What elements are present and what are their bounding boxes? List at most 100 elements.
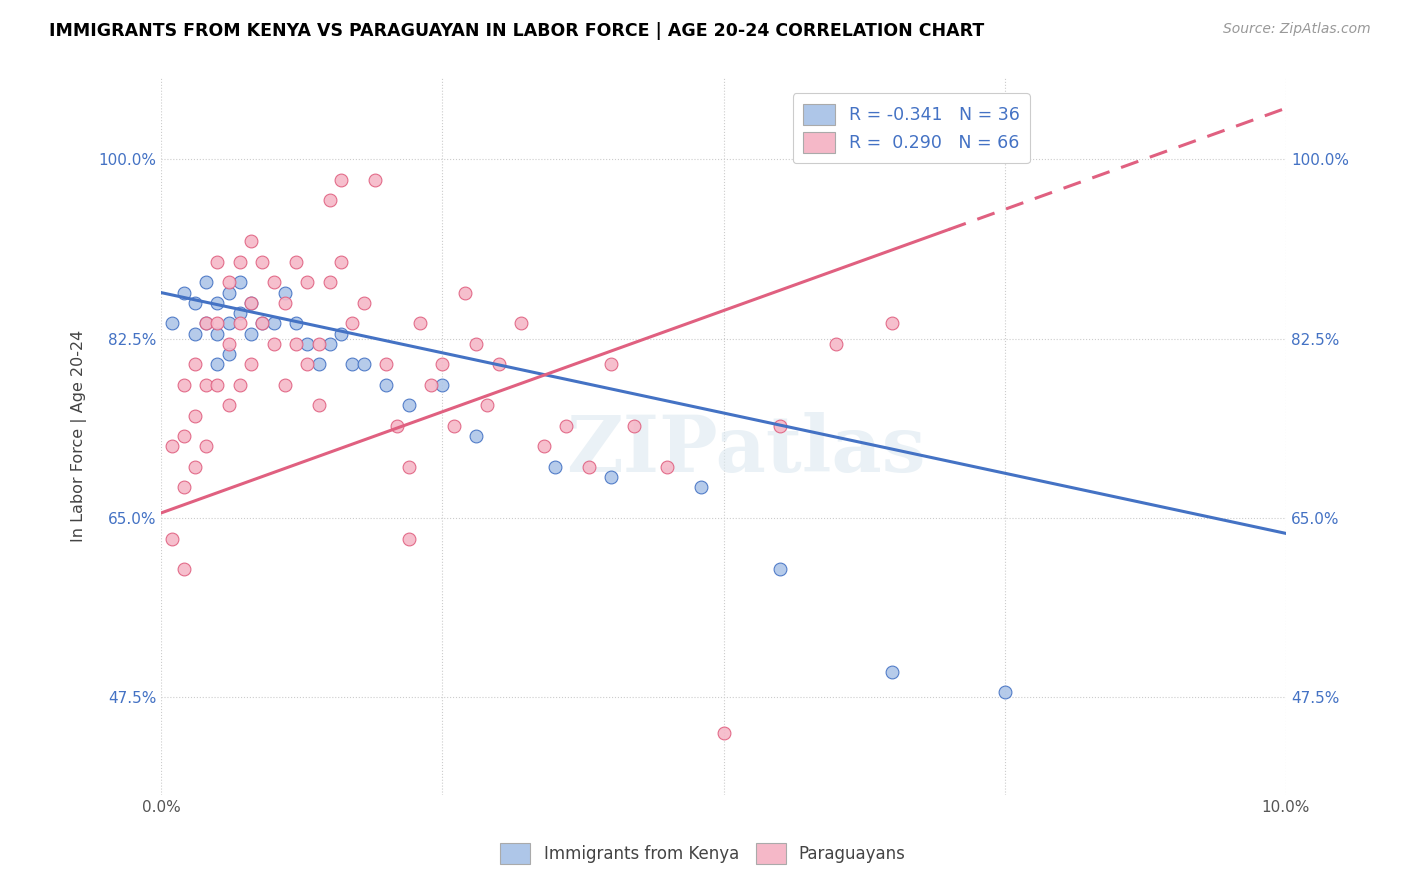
Point xyxy=(207,296,229,310)
Y-axis label: In Labor Force | Age 20-24: In Labor Force | Age 20-24 xyxy=(72,330,87,542)
Point xyxy=(375,357,398,371)
Point xyxy=(578,459,600,474)
Point xyxy=(207,317,229,331)
Point xyxy=(409,317,432,331)
Point xyxy=(488,357,510,371)
Point xyxy=(994,685,1017,699)
Point xyxy=(229,306,252,320)
Point xyxy=(510,317,533,331)
Point xyxy=(218,347,240,361)
Point xyxy=(364,173,387,187)
Point xyxy=(207,326,229,341)
Point xyxy=(218,276,240,290)
Point xyxy=(229,317,252,331)
Legend: R = -0.341   N = 36, R =  0.290   N = 66: R = -0.341 N = 36, R = 0.290 N = 66 xyxy=(793,94,1029,163)
Point xyxy=(330,173,353,187)
Point xyxy=(454,285,477,300)
Point xyxy=(274,377,297,392)
Point xyxy=(308,357,330,371)
Point xyxy=(319,276,342,290)
Point xyxy=(690,480,713,494)
Point xyxy=(398,459,420,474)
Point xyxy=(218,317,240,331)
Point xyxy=(240,357,263,371)
Legend: Immigrants from Kenya, Paraguayans: Immigrants from Kenya, Paraguayans xyxy=(494,837,912,871)
Point xyxy=(297,276,319,290)
Text: IMMIGRANTS FROM KENYA VS PARAGUAYAN IN LABOR FORCE | AGE 20-24 CORRELATION CHART: IMMIGRANTS FROM KENYA VS PARAGUAYAN IN L… xyxy=(49,22,984,40)
Point xyxy=(600,470,623,484)
Point xyxy=(173,562,195,576)
Point xyxy=(285,336,308,351)
Point xyxy=(308,336,330,351)
Point xyxy=(184,409,207,423)
Point xyxy=(353,296,375,310)
Point xyxy=(465,429,488,443)
Point xyxy=(477,398,499,412)
Point xyxy=(769,562,792,576)
Point xyxy=(432,357,454,371)
Point xyxy=(195,317,218,331)
Point xyxy=(319,194,342,208)
Point xyxy=(218,336,240,351)
Point xyxy=(375,377,398,392)
Point xyxy=(825,336,848,351)
Point xyxy=(297,336,319,351)
Point xyxy=(330,255,353,269)
Point xyxy=(229,377,252,392)
Point xyxy=(162,439,184,453)
Point xyxy=(533,439,555,453)
Point xyxy=(443,418,465,433)
Point xyxy=(229,276,252,290)
Point xyxy=(420,377,443,392)
Point xyxy=(285,255,308,269)
Point xyxy=(207,377,229,392)
Point xyxy=(240,235,263,249)
Point xyxy=(162,532,184,546)
Point xyxy=(285,317,308,331)
Point xyxy=(162,317,184,331)
Point xyxy=(882,665,904,679)
Point xyxy=(342,357,364,371)
Point xyxy=(218,398,240,412)
Point xyxy=(465,336,488,351)
Point xyxy=(387,418,409,433)
Point xyxy=(319,336,342,351)
Point xyxy=(173,377,195,392)
Point xyxy=(195,377,218,392)
Point xyxy=(263,276,285,290)
Point xyxy=(252,255,274,269)
Point xyxy=(353,357,375,371)
Point xyxy=(263,317,285,331)
Point xyxy=(252,317,274,331)
Point xyxy=(195,439,218,453)
Text: Source: ZipAtlas.com: Source: ZipAtlas.com xyxy=(1223,22,1371,37)
Point xyxy=(240,296,263,310)
Point xyxy=(713,726,735,740)
Point xyxy=(308,398,330,412)
Point xyxy=(398,532,420,546)
Point xyxy=(398,398,420,412)
Point xyxy=(882,317,904,331)
Point xyxy=(432,377,454,392)
Point xyxy=(330,326,353,341)
Point xyxy=(184,459,207,474)
Point xyxy=(555,418,578,433)
Point xyxy=(195,276,218,290)
Point xyxy=(623,418,645,433)
Point xyxy=(657,459,679,474)
Point xyxy=(240,326,263,341)
Point xyxy=(544,459,567,474)
Point xyxy=(207,255,229,269)
Point xyxy=(769,418,792,433)
Point xyxy=(184,296,207,310)
Point xyxy=(274,285,297,300)
Point xyxy=(173,429,195,443)
Point xyxy=(297,357,319,371)
Point xyxy=(252,317,274,331)
Point xyxy=(274,296,297,310)
Point xyxy=(184,357,207,371)
Point xyxy=(173,285,195,300)
Point xyxy=(263,336,285,351)
Point xyxy=(184,326,207,341)
Point xyxy=(229,255,252,269)
